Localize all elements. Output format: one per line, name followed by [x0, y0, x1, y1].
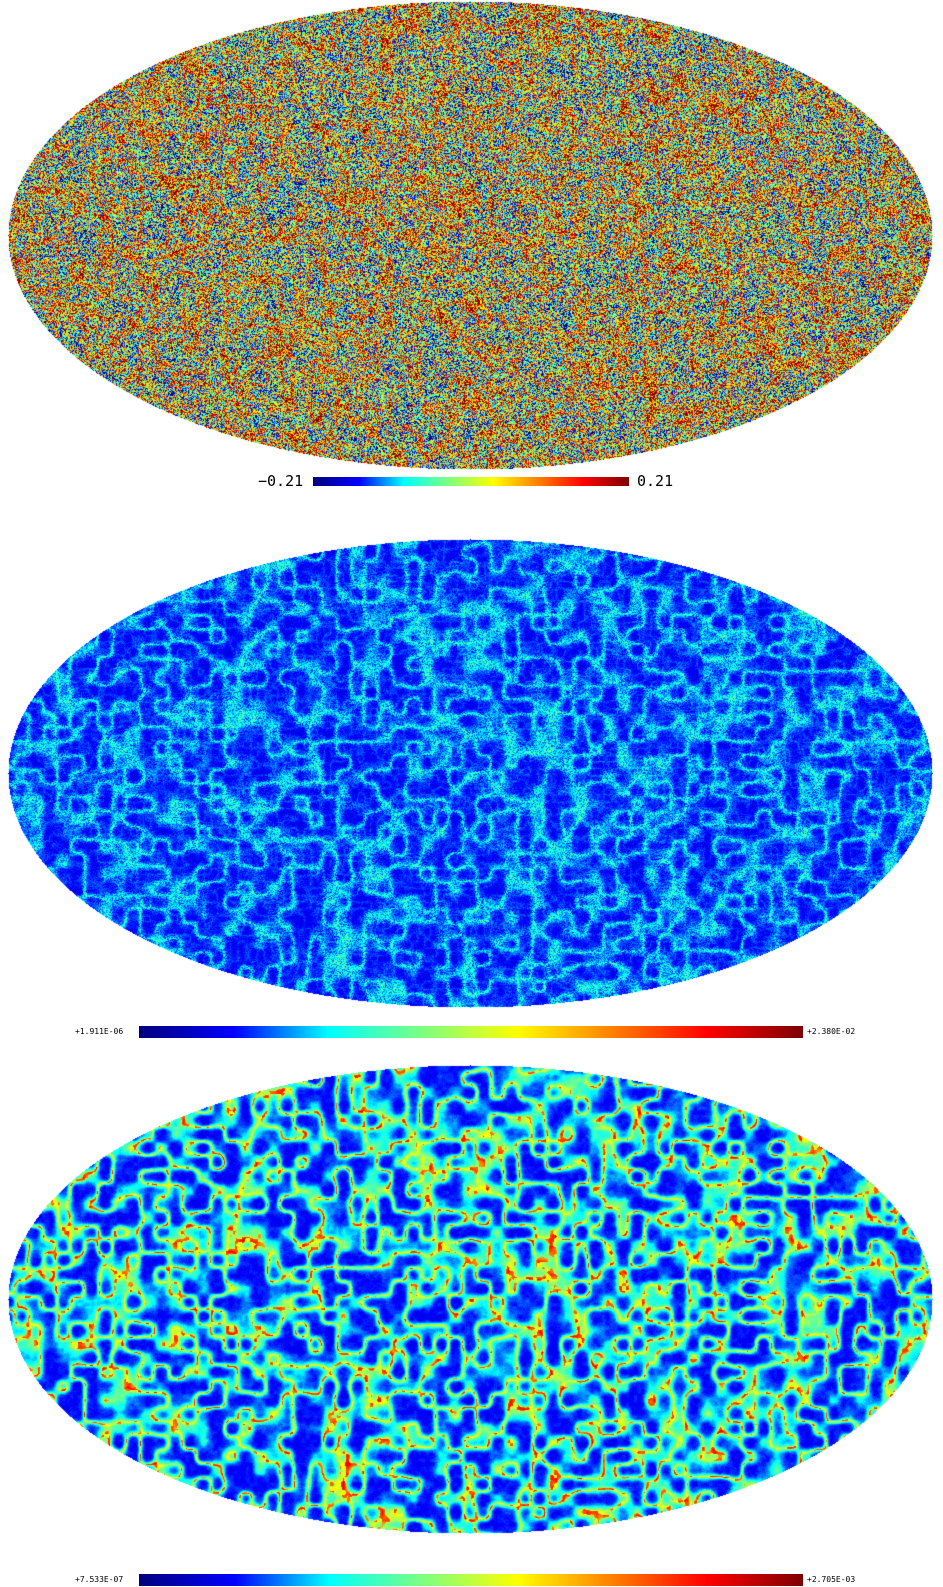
colorbar-2-max-label: +2.380E-02 [807, 1027, 856, 1036]
map-panel-2: +1.911E-06 +2.380E-02 [7, 538, 933, 1038]
colorbar-2-min-label: +1.911E-06 [75, 1027, 124, 1036]
colorbar-3 [139, 1574, 803, 1586]
colorbar-3-max-label: +2.705E-03 [807, 1575, 856, 1584]
colorbar-1-max-label: 0.21 [637, 472, 674, 490]
map-panel-1: −0.21 0.21 [0, 0, 943, 500]
colorbar-1 [313, 477, 629, 486]
colorbar-2 [139, 1026, 803, 1038]
mollweide-map-2 [7, 538, 933, 1008]
mollweide-map-3 [7, 1064, 933, 1534]
colorbar-1-min-label: −0.21 [258, 472, 304, 490]
mollweide-map-1 [7, 0, 933, 470]
colorbar-3-min-label: +7.533E-07 [75, 1575, 124, 1584]
